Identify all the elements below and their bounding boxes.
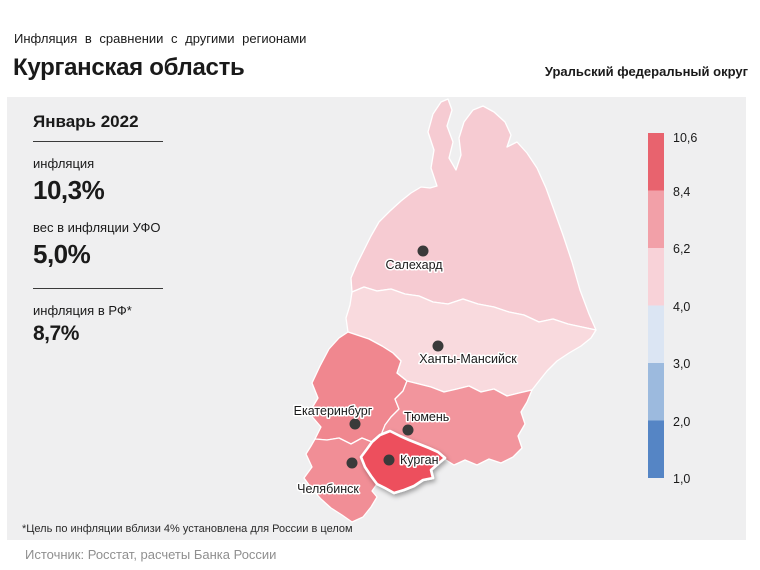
legend-segment-1 — [648, 133, 664, 191]
city-label-chelyabinsk: Челябинск — [297, 482, 359, 496]
region-southeast-oblast — [380, 372, 533, 466]
city-label-khanty-mansiysk: Ханты-Мансийск — [419, 352, 517, 366]
inflation-label: инфляция — [33, 156, 95, 171]
rf-inflation-label: инфляция в РФ* — [33, 303, 132, 318]
city-dot-khanty-mansiysk — [432, 340, 444, 352]
city-label-tyumen: Тюмень — [404, 410, 449, 424]
weight-label: вес в инфляции УФО — [33, 220, 161, 235]
legend-tick-3: 6,2 — [673, 242, 690, 256]
region-highlighted-oblast — [359, 429, 447, 495]
region-southwest-oblast — [303, 437, 378, 523]
period-label: Январь 2022 — [33, 112, 163, 142]
legend-segment-4 — [648, 305, 664, 363]
source-note: Источник: Росстат, расчеты Банка России — [25, 547, 277, 562]
chart-kicker: Инфляция в сравнении с другими регионами — [14, 31, 307, 46]
legend-tick-7: 1,0 — [673, 472, 690, 486]
region-north-okrug — [350, 98, 597, 331]
legend-tick-1: 10,6 — [673, 131, 697, 145]
footnote: *Цель по инфляции вблизи 4% установлена … — [22, 523, 353, 535]
district-label: Уральский федеральный округ — [544, 64, 748, 79]
legend-segment-2 — [648, 190, 664, 248]
legend-colorbar: 10,6 8,4 6,2 4,0 3,0 2,0 1,0 — [648, 131, 697, 486]
legend-segment-5 — [648, 363, 664, 421]
city-dot-tyumen — [402, 424, 414, 436]
city-label-kurgan: Курган — [400, 453, 439, 467]
city-label-yekaterinburg: Екатеринбург — [294, 404, 373, 418]
city-dot-kurgan — [383, 454, 395, 466]
legend-tick-5: 3,0 — [673, 357, 690, 371]
legend-segment-3 — [648, 248, 664, 306]
legend-tick-6: 2,0 — [673, 415, 690, 429]
legend-tick-4: 4,0 — [673, 300, 690, 314]
legend-tick-2: 8,4 — [673, 185, 690, 199]
city-dot-salekhard — [417, 245, 429, 257]
city-dot-yekaterinburg — [349, 418, 361, 430]
city-label-salekhard: Салехард — [385, 258, 443, 272]
city-dot-chelyabinsk — [346, 457, 358, 469]
stats-block: Январь 2022 инфляция 10,3% вес в инфляци… — [33, 112, 253, 346]
stats-divider — [33, 288, 163, 289]
weight-value: 5,0% — [33, 239, 91, 269]
rf-inflation-value: 8,7% — [33, 322, 79, 345]
region-title: Курганская область — [13, 54, 245, 81]
legend-segment-6 — [648, 420, 664, 478]
inflation-value: 10,3% — [33, 175, 105, 205]
